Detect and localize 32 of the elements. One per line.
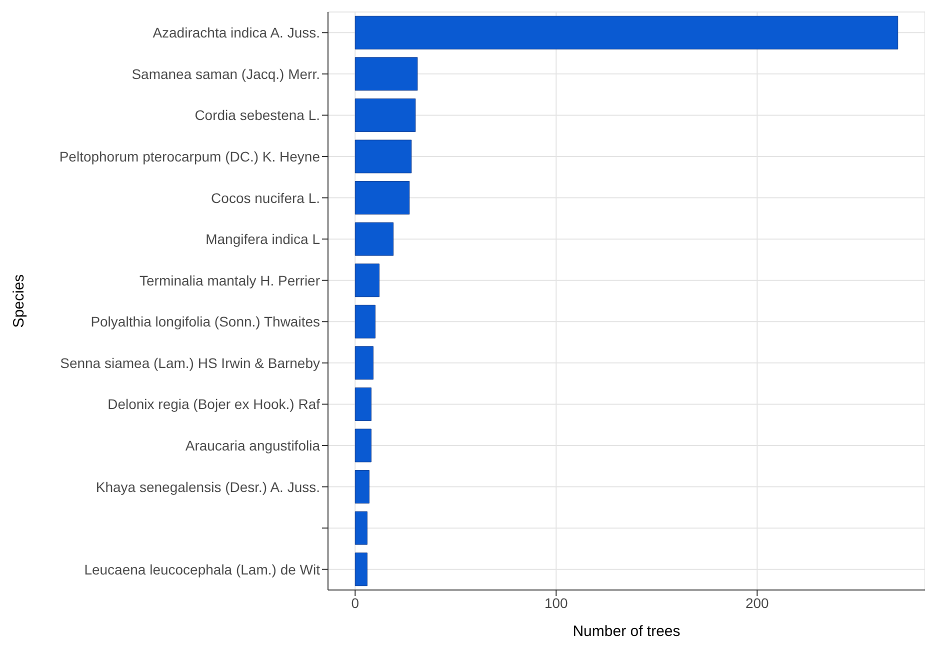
bar: [354, 470, 370, 504]
y-tick-label: Cocos nucifera L.: [211, 190, 320, 206]
y-tick-label: Peltophorum pterocarpum (DC.) K. Heyne: [59, 148, 320, 164]
x-tick-label: 100: [544, 594, 568, 611]
bar: [354, 98, 416, 132]
bar: [354, 387, 372, 421]
bar: [354, 264, 380, 298]
y-tick-label: Terminalia mantaly H. Perrier: [140, 272, 320, 288]
bar: [354, 181, 410, 215]
bar: [354, 428, 372, 462]
bar: [354, 140, 412, 174]
y-tick-label: Leucaena leucocephala (Lam.) de Wit: [84, 561, 320, 578]
bar: [354, 16, 898, 50]
y-tick-label: Cordia sebestena L.: [194, 107, 320, 124]
y-tick-label: Polyalthia longifolia (Sonn.) Thwaites: [90, 314, 320, 330]
x-axis-title: Number of trees: [572, 623, 680, 640]
bar: [354, 222, 394, 256]
y-tick-label: Azadirachta indica A. Juss.: [152, 24, 320, 41]
bar: [354, 57, 418, 91]
bar: [354, 304, 376, 338]
x-tick-label: 0: [351, 594, 360, 611]
y-tick-label: Mangifera indica L: [206, 231, 320, 248]
y-tick-label: Samanea saman (Jacq.) Merr.: [132, 66, 320, 82]
bar: [354, 346, 374, 380]
y-tick-label: Senna siamea (Lam.) HS Irwin & Barneby: [60, 354, 320, 371]
bar: [354, 552, 368, 586]
y-tick-label: Khaya senegalensis (Desr.) A. Juss.: [96, 478, 320, 495]
x-tick-label: 200: [745, 594, 770, 611]
y-tick-label: Araucaria angustifolia: [185, 437, 320, 454]
bar: [354, 511, 368, 545]
y-tick-label: Delonix regia (Bojer ex Hook.) Raf: [108, 396, 320, 412]
y-axis-title: Species: [10, 274, 28, 328]
